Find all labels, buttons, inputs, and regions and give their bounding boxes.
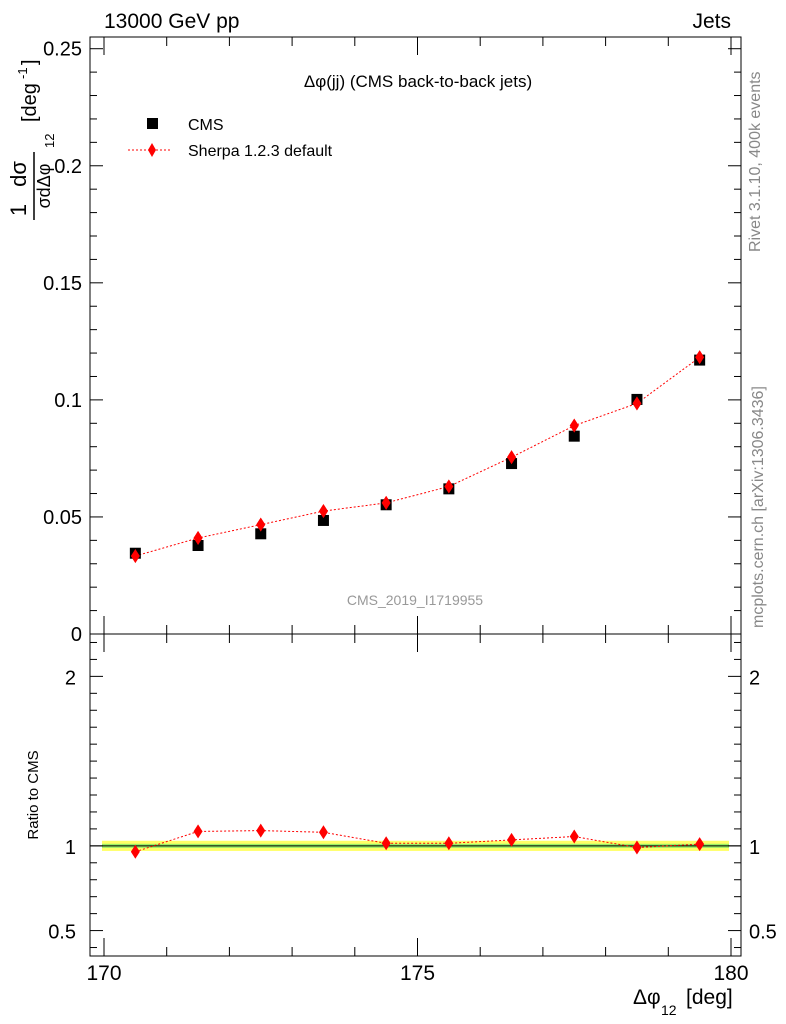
cms-point <box>317 514 329 526</box>
ratio-point <box>444 836 454 851</box>
sherpa-point-overlay <box>507 450 517 465</box>
ratio-line <box>135 830 700 853</box>
ratio-point <box>507 832 517 847</box>
cms-point <box>568 430 580 442</box>
x-tick-label: 170 <box>86 962 121 985</box>
sherpa-point-overlay <box>130 549 140 564</box>
y-label-denominator-sub: 12 <box>42 134 57 148</box>
ratio-tick-label-left: 2 <box>65 667 76 689</box>
cms-point <box>192 540 204 552</box>
ratio-tick-label-right: 0.5 <box>749 922 777 944</box>
ratio-point <box>193 824 203 839</box>
sherpa-point-overlay <box>569 418 579 433</box>
ratio-uncertainty-band <box>90 840 741 851</box>
x-axis-ticks: 170 175 180 <box>86 37 749 985</box>
sherpa-point-overlay <box>318 504 328 519</box>
analysis-label: CMS_2019_I1719955 <box>347 592 483 608</box>
x-tick-label: 175 <box>400 962 435 985</box>
cms-point <box>255 528 267 540</box>
legend-cms-label: CMS <box>188 117 224 134</box>
x-label-symbol: Δφ <box>633 986 661 1009</box>
y-label-unit-close: ] <box>19 59 41 65</box>
header-right: Jets <box>692 10 731 33</box>
x-axis-label: Δφ 12 [deg] <box>633 986 733 1018</box>
cms-series <box>129 350 706 564</box>
legend: CMS Sherpa 1.2.3 default <box>128 117 333 160</box>
sherpa-line <box>135 356 700 557</box>
ratio-tick-label-right: 1 <box>749 837 760 859</box>
ratio-point <box>569 829 579 844</box>
y-label-one: 1 <box>6 204 31 216</box>
ratio-point <box>632 840 642 855</box>
y-tick-label: 0.1 <box>54 390 82 412</box>
legend-cms-marker <box>147 118 158 129</box>
y-axis-label-ratio: Ratio to CMS <box>25 750 42 839</box>
sherpa-point-overlay <box>256 517 266 532</box>
sherpa-point-overlay <box>632 396 642 411</box>
y-tick-label: 0.15 <box>43 273 82 295</box>
plot-title: Δφ(jj) (CMS back-to-back jets) <box>304 72 532 91</box>
y-tick-label: 0.2 <box>54 156 82 178</box>
x-label-unit: [deg] <box>686 986 733 1009</box>
ratio-tick-label-right: 2 <box>749 667 760 689</box>
y-axis-label-main: 1 dσ σdΔφ 12 [deg -1 ] <box>6 59 57 220</box>
header-left: 13000 GeV pp <box>104 10 239 33</box>
y-label-denominator: σdΔφ <box>34 164 54 209</box>
ratio-point <box>381 836 391 851</box>
y-tick-label: 0 <box>71 624 82 646</box>
sherpa-point-overlay <box>695 350 705 365</box>
y-label-unit-exp: -1 <box>15 67 30 79</box>
main-panel-ticks: 0 0.05 0.1 0.15 0.2 0.25 <box>43 39 741 646</box>
ratio-tick-label-left: 0.5 <box>48 922 76 944</box>
legend-mc-marker <box>148 143 156 157</box>
side-text-bottom: mcplots.cern.ch [arXiv:1306.3436] <box>750 386 767 628</box>
x-label-sub: 12 <box>661 1002 677 1018</box>
ratio-point <box>256 823 266 838</box>
sherpa-series <box>130 350 705 564</box>
y-label-unit: [deg <box>19 83 41 122</box>
ratio-point <box>130 844 140 859</box>
ratio-point <box>318 825 328 840</box>
ratio-tick-label-left: 1 <box>65 837 76 859</box>
ratio-panel-frame <box>89 633 742 957</box>
y-tick-label: 0.05 <box>43 507 82 529</box>
x-tick-label: 180 <box>713 962 748 985</box>
y-tick-label: 0.25 <box>43 39 82 61</box>
ratio-series <box>130 823 705 859</box>
side-text-top: Rivet 3.1.10, 400k events <box>747 71 764 252</box>
sherpa-point-overlay <box>193 531 203 546</box>
y-label-dsigma: dσ <box>6 161 31 187</box>
ratio-panel-ticks: 0.5 0.5 1 1 2 2 <box>48 641 777 949</box>
sherpa-point-overlay <box>444 479 454 494</box>
ratio-point <box>695 837 705 852</box>
legend-mc-label: Sherpa 1.2.3 default <box>188 143 333 160</box>
sherpa-point-overlay <box>381 495 391 510</box>
